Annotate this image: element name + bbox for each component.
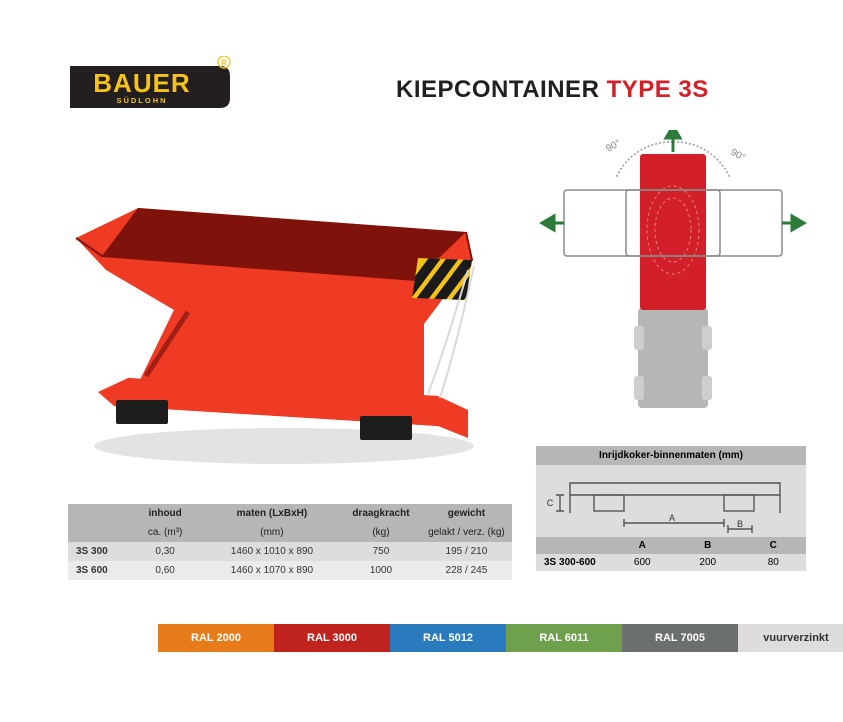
specs-cell: 3S 600 — [68, 561, 127, 580]
finish-swatch: vuurverzinkt — [738, 624, 843, 652]
specs-h2-0 — [68, 523, 127, 542]
pocket-title: Inrijdkoker-binnenmaten (mm) — [536, 446, 806, 465]
finish-label: Afwerking: — [68, 624, 158, 652]
specs-cell: 1000 — [341, 561, 421, 580]
finish-swatch: RAL 6011 — [506, 624, 622, 652]
specs-table: inhoudmaten (LxBxH)draagkrachtgewicht ca… — [68, 504, 512, 580]
svg-text:R: R — [221, 59, 227, 68]
tilt-diagram: 90° 90° — [538, 130, 808, 420]
pocket-header-c: C — [741, 537, 807, 554]
finish-swatch: RAL 7005 — [622, 624, 738, 652]
pocket-header-blank — [536, 537, 610, 554]
pocket-model: 3S 300-600 — [536, 554, 610, 571]
brand-name: BAUER — [93, 68, 190, 98]
specs-body: 3S 3000,301460 x 1010 x 890750195 / 2103… — [68, 542, 512, 580]
specs-cell: 228 / 245 — [421, 561, 512, 580]
finish-swatch: RAL 2000 — [158, 624, 274, 652]
specs-h2-1: ca. (m³) — [127, 523, 202, 542]
specs-cell: 0,60 — [127, 561, 202, 580]
specs-h1-0 — [68, 504, 127, 523]
svg-text:C: C — [547, 498, 554, 508]
specs-row: 3S 6000,601460 x 1070 x 8901000228 / 245 — [68, 561, 512, 580]
specs-h1-1: inhoud — [127, 504, 202, 523]
title-main: KIEPCONTAINER — [396, 76, 599, 103]
specs-h2-4: gelakt / verz. (kg) — [421, 523, 512, 542]
pocket-header-a: A — [610, 537, 676, 554]
pocket-val-b: 200 — [675, 554, 741, 571]
pocket-header: A B C — [536, 537, 806, 554]
specs-h1-4: gewicht — [421, 504, 512, 523]
arc-label-right: 90° — [729, 147, 748, 164]
fork-pocket-panel: Inrijdkoker-binnenmaten (mm) A B C A — [536, 446, 806, 571]
specs-cell: 195 / 210 — [421, 542, 512, 561]
specs-header-2: ca. (m³)(mm)(kg)gelakt / verz. (kg) — [68, 523, 512, 542]
title-accent: TYPE 3S — [607, 76, 709, 103]
specs-h2-3: (kg) — [341, 523, 421, 542]
specs-cell: 1460 x 1010 x 890 — [203, 542, 341, 561]
svg-text:A: A — [669, 513, 675, 523]
product-image — [68, 148, 488, 468]
specs-h1-3: draagkracht — [341, 504, 421, 523]
skip-body — [76, 208, 488, 440]
finish-swatch: RAL 3000 — [274, 624, 390, 652]
finish-row: Afwerking: RAL 2000RAL 3000RAL 5012RAL 6… — [68, 624, 843, 652]
specs-cell: 3S 300 — [68, 542, 127, 561]
pocket-drawing: A B C — [536, 465, 806, 537]
specs-h2-2: (mm) — [203, 523, 341, 542]
page-title: KIEPCONTAINER TYPE 3S — [396, 76, 709, 104]
specs-h1-2: maten (LxBxH) — [203, 504, 341, 523]
specs-row: 3S 3000,301460 x 1010 x 890750195 / 210 — [68, 542, 512, 561]
finish-swatch: RAL 5012 — [390, 624, 506, 652]
specs-header-1: inhoudmaten (LxBxH)draagkrachtgewicht — [68, 504, 512, 523]
specs-cell: 0,30 — [127, 542, 202, 561]
specs-cell: 1460 x 1070 x 890 — [203, 561, 341, 580]
pocket-values: 3S 300-600 600 200 80 — [536, 554, 806, 571]
svg-text:B: B — [737, 519, 743, 529]
specs-cell: 750 — [341, 542, 421, 561]
brand-sub: SÜDLOHN — [116, 96, 167, 105]
arc-label-left: 90° — [604, 138, 623, 155]
pocket-header-b: B — [675, 537, 741, 554]
pocket-val-c: 80 — [741, 554, 807, 571]
pocket-val-a: 600 — [610, 554, 676, 571]
brand-badge: BAUER SÜDLOHN R — [70, 56, 240, 118]
